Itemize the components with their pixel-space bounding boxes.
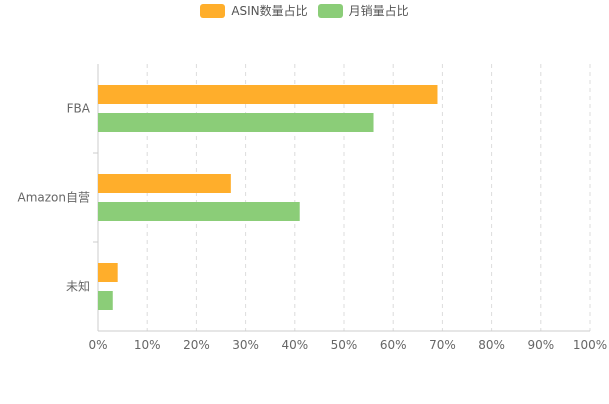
legend: ASIN数量占比 月销量占比 — [0, 2, 609, 19]
legend-label-asin: ASIN数量占比 — [231, 4, 308, 18]
legend-swatch-sales — [317, 3, 343, 18]
x-tick-label: 40% — [281, 338, 308, 352]
legend-item-asin[interactable]: ASIN数量占比 — [200, 2, 308, 19]
bar-sales — [98, 113, 374, 132]
y-tick-label: 未知 — [66, 280, 90, 294]
bar-sales — [98, 202, 300, 221]
x-tick-label: 10% — [134, 338, 161, 352]
x-tick-label: 0% — [88, 338, 107, 352]
x-tick-label: 90% — [527, 338, 554, 352]
x-tick-label: 50% — [331, 338, 358, 352]
bar-asin — [98, 85, 438, 104]
y-tick-label: Amazon自营 — [18, 191, 91, 205]
x-tick-label: 80% — [478, 338, 505, 352]
bar-sales — [98, 291, 113, 310]
legend-swatch-asin — [200, 3, 226, 18]
x-tick-label: 100% — [573, 338, 607, 352]
x-tick-label: 70% — [429, 338, 456, 352]
bar-asin — [98, 174, 231, 193]
y-tick-label: FBA — [67, 102, 91, 116]
x-tick-label: 20% — [183, 338, 210, 352]
legend-label-sales: 月销量占比 — [348, 4, 409, 18]
x-tick-label: 30% — [232, 338, 259, 352]
legend-item-sales[interactable]: 月销量占比 — [317, 2, 409, 19]
x-tick-label: 60% — [380, 338, 407, 352]
bar-asin — [98, 263, 118, 282]
